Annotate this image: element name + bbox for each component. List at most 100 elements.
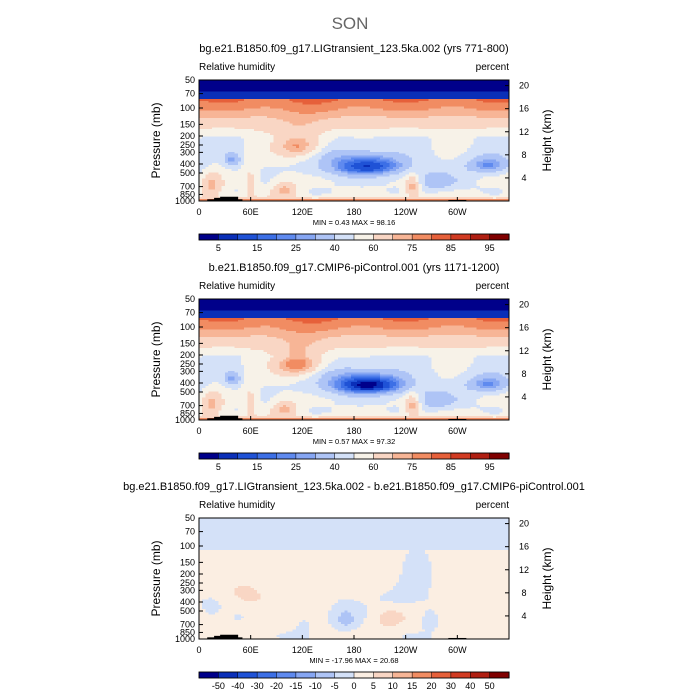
heatmap-cell: [218, 142, 223, 145]
heatmap-cell: [357, 140, 362, 143]
heatmap-cell: [302, 170, 307, 174]
heatmap-cell: [341, 125, 345, 128]
heatmap-cell: [357, 100, 362, 104]
heatmap-cell: [282, 165, 287, 168]
heatmap-cell: [276, 146, 281, 149]
heatmap-cell: [250, 146, 255, 149]
heatmap-cell: [337, 108, 342, 111]
heatmap-cell: [366, 117, 371, 121]
heatmap-cell: [460, 168, 465, 172]
heatmap-cell: [373, 131, 378, 134]
heatmap-cell: [421, 106, 426, 109]
heatmap-cell: [215, 123, 219, 126]
heatmap-cell: [215, 153, 219, 157]
heatmap-cell: [199, 85, 203, 89]
heatmap-cell: [282, 117, 287, 121]
heatmap-cell: [357, 121, 362, 125]
heatmap-cell: [457, 134, 462, 138]
heatmap-cell: [228, 119, 232, 123]
heatmap-cell: [505, 125, 510, 128]
heatmap-cell: [479, 91, 484, 94]
heatmap-cell: [221, 159, 226, 162]
heatmap-cell: [302, 129, 307, 132]
heatmap-cell: [218, 174, 223, 178]
heatmap-cell: [370, 136, 374, 140]
heatmap-cell: [321, 98, 326, 102]
heatmap-cell: [483, 174, 487, 178]
heatmap-cell: [473, 114, 478, 117]
heatmap-cell: [476, 132, 481, 136]
heatmap-cell: [273, 148, 278, 151]
heatmap-cell: [350, 140, 355, 143]
heatmap-cell: [502, 115, 507, 119]
heatmap-cell: [415, 127, 420, 130]
heatmap-cell: [441, 155, 446, 159]
heatmap-cell: [402, 142, 407, 145]
heatmap-cell: [434, 174, 439, 178]
heatmap-cell: [334, 165, 339, 168]
heatmap-cell: [257, 106, 261, 109]
heatmap-cell: [292, 153, 297, 157]
heatmap-cell: [476, 134, 481, 138]
heatmap-cell: [467, 87, 471, 91]
heatmap-cell: [486, 81, 491, 85]
heatmap-cell: [418, 151, 423, 155]
heatmap-cell: [470, 125, 475, 128]
heatmap-cell: [350, 144, 355, 147]
heatmap-cell: [305, 142, 310, 145]
heatmap-cell: [389, 83, 394, 87]
heatmap-cell: [240, 89, 245, 92]
heatmap-cell: [276, 108, 281, 111]
heatmap-cell: [392, 98, 397, 102]
heatmap-cell: [331, 161, 336, 164]
heatmap-cell: [450, 166, 455, 170]
heatmap-cell: [234, 125, 239, 128]
heatmap-cell: [221, 80, 226, 83]
heatmap-cell: [460, 127, 465, 130]
heatmap-cell: [250, 131, 255, 134]
heatmap-cell: [208, 95, 213, 98]
heatmap-cell: [428, 159, 433, 162]
heatmap-cell: [496, 83, 500, 87]
heatmap-cell: [295, 121, 300, 125]
heatmap-cell: [431, 140, 436, 143]
heatmap-cell: [344, 146, 349, 149]
heatmap-cell: [305, 159, 310, 162]
heatmap-cell: [441, 161, 446, 164]
heatmap-cell: [253, 125, 258, 128]
heatmap-cell: [360, 80, 365, 83]
heatmap-cell: [379, 157, 384, 161]
heatmap-cell: [499, 172, 504, 176]
heatmap-cell: [415, 140, 420, 143]
heatmap-cell: [228, 149, 232, 153]
heatmap-cell: [289, 106, 294, 109]
heatmap-cell: [499, 117, 504, 121]
heatmap-cell: [224, 119, 229, 123]
heatmap-cell: [492, 119, 497, 123]
heatmap-cell: [347, 110, 352, 113]
heatmap-cell: [270, 168, 274, 172]
heatmap-cell: [486, 97, 491, 100]
heatmap-cell: [428, 148, 433, 151]
heatmap-cell: [460, 104, 465, 108]
heatmap-cell: [476, 91, 481, 94]
heatmap-cell: [215, 97, 219, 100]
heatmap-cell: [341, 136, 345, 140]
heatmap-cell: [425, 146, 429, 149]
heatmap-cell: [228, 148, 232, 151]
heatmap-cell: [389, 98, 394, 102]
heatmap-cell: [428, 172, 433, 176]
heatmap-cell: [289, 98, 294, 102]
heatmap-cell: [428, 168, 433, 172]
heatmap-cell: [421, 112, 426, 115]
heatmap-cell: [215, 176, 219, 179]
heatmap-cell: [324, 123, 329, 126]
heatmap-cell: [299, 80, 303, 83]
heatmap-cell: [428, 80, 433, 83]
heatmap-cell: [308, 155, 313, 159]
heatmap-cell: [266, 97, 271, 100]
heatmap-cell: [402, 127, 407, 130]
heatmap-cell: [476, 119, 481, 123]
heatmap-cell: [421, 97, 426, 100]
heatmap-cell: [447, 163, 452, 166]
